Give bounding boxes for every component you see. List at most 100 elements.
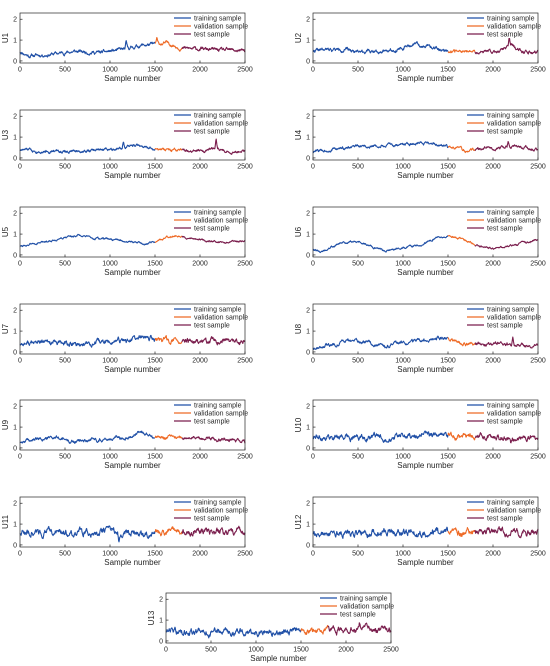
y-tick-label: 2	[306, 308, 310, 315]
series-line-training	[19, 525, 156, 543]
x-tick-label: 0	[311, 261, 315, 268]
x-tick-label: 2500	[237, 454, 253, 461]
x-axis-label: Sample number	[397, 74, 454, 83]
legend-entry-validation: validation sample	[194, 314, 248, 321]
y-axis-label: U2	[294, 32, 303, 43]
y-axis-label: U6	[294, 226, 303, 237]
x-tick-label: 1500	[293, 647, 309, 654]
y-tick-label: 2	[13, 404, 17, 411]
legend-entry-training: training sample	[194, 209, 242, 216]
legend-entry-test: test sample	[487, 225, 523, 232]
legend-entry-validation: validation sample	[194, 23, 248, 30]
series-line-validation	[154, 235, 183, 243]
legend-entry-validation: validation sample	[487, 507, 541, 514]
series-line-training	[312, 335, 449, 350]
axes-box	[312, 12, 539, 64]
x-tick-label: 2000	[338, 647, 354, 654]
legend-entry-test: test sample	[487, 418, 523, 425]
series-line-validation	[154, 434, 183, 440]
series-line-validation	[447, 527, 476, 538]
y-axis-label: U1	[1, 32, 10, 43]
series-line-validation	[447, 431, 476, 441]
series-line-training	[19, 430, 156, 444]
legend-entry-training: training sample	[340, 595, 388, 602]
series-line-test	[181, 525, 246, 537]
y-tick-label: 2	[306, 211, 310, 218]
y-tick-label: 0	[13, 542, 17, 549]
legend-entry-test: test sample	[194, 418, 230, 425]
x-axis-label: Sample number	[397, 558, 454, 567]
x-tick-label: 2500	[530, 164, 546, 171]
x-tick-label: 2000	[192, 67, 208, 74]
x-tick-label: 1000	[102, 551, 118, 558]
axes-box	[312, 303, 539, 355]
x-tick-label: 0	[164, 647, 168, 654]
y-axis-label: U10	[294, 417, 303, 432]
y-tick-label: 1	[306, 424, 310, 431]
legend-entry-training: training sample	[487, 15, 535, 22]
y-tick-label: 0	[306, 445, 310, 452]
y-tick-label: 0	[13, 445, 17, 452]
y-tick-label: 1	[306, 231, 310, 238]
x-tick-label: 2000	[485, 358, 501, 365]
legend-entry-validation: validation sample	[194, 217, 248, 224]
x-axis-label: Sample number	[104, 558, 161, 567]
y-axis-label: U3	[1, 129, 10, 140]
y-tick-label: 0	[306, 155, 310, 162]
x-tick-label: 500	[59, 551, 71, 558]
x-tick-label: 500	[352, 164, 364, 171]
series-line-validation	[447, 145, 476, 154]
x-axis-label: Sample number	[104, 74, 161, 83]
x-tick-label: 2500	[237, 261, 253, 268]
series-line-validation	[447, 234, 476, 247]
series-line-validation	[154, 526, 183, 537]
x-tick-label: 2500	[237, 67, 253, 74]
series-line-test	[181, 336, 246, 346]
chart-panel-u9: 0 500 1000 1500 2000 2500 0 1 2 Sample number U9 tr…	[1, 399, 253, 470]
y-axis-label: U13	[147, 610, 156, 625]
y-axis-label: U7	[1, 323, 10, 334]
x-tick-label: 500	[59, 67, 71, 74]
series-line-training	[312, 235, 449, 254]
y-tick-label: 1	[306, 134, 310, 141]
legend-entry-validation: validation sample	[487, 314, 541, 321]
x-axis-label: Sample number	[250, 654, 307, 663]
series-line-test	[181, 435, 246, 444]
x-tick-label: 2500	[530, 551, 546, 558]
chart-panel-u7: 0 500 1000 1500 2000 2500 0 1 2 Sample number U7 tr…	[1, 303, 253, 374]
x-tick-label: 2500	[530, 454, 546, 461]
y-tick-label: 2	[159, 597, 163, 604]
series-line-test	[474, 140, 539, 152]
x-tick-label: 2500	[237, 164, 253, 171]
chart-panel-u1: 0 500 1000 1500 2000 2500 0 1 2 Sample number U1 tr…	[1, 12, 253, 83]
x-tick-label: 500	[59, 358, 71, 365]
x-tick-label: 2000	[192, 164, 208, 171]
x-tick-label: 2500	[530, 358, 546, 365]
x-tick-label: 500	[352, 67, 364, 74]
x-axis-label: Sample number	[104, 268, 161, 277]
x-tick-label: 1500	[440, 551, 456, 558]
x-tick-label: 2000	[485, 454, 501, 461]
x-tick-label: 1500	[440, 164, 456, 171]
y-tick-label: 2	[306, 17, 310, 24]
axes-box	[312, 399, 539, 451]
legend-entry-training: training sample	[487, 402, 535, 409]
chart-panel-u11: 0 500 1000 1500 2000 2500 0 1 2 Sample number U11 t…	[1, 496, 253, 567]
chart-panel-u5: 0 500 1000 1500 2000 2500 0 1 2 Sample number U5 tr…	[1, 206, 253, 277]
x-axis-label: Sample number	[397, 268, 454, 277]
legend-entry-validation: validation sample	[487, 410, 541, 417]
legend-entry-validation: validation sample	[487, 217, 541, 224]
legend-entry-training: training sample	[194, 306, 242, 313]
axes-box	[312, 206, 539, 258]
x-tick-label: 1500	[147, 454, 163, 461]
x-tick-label: 0	[18, 164, 22, 171]
x-tick-label: 1500	[147, 551, 163, 558]
y-tick-label: 1	[159, 617, 163, 624]
chart-panel-u3: 0 500 1000 1500 2000 2500 0 1 2 Sample number U3 tr…	[1, 109, 253, 180]
